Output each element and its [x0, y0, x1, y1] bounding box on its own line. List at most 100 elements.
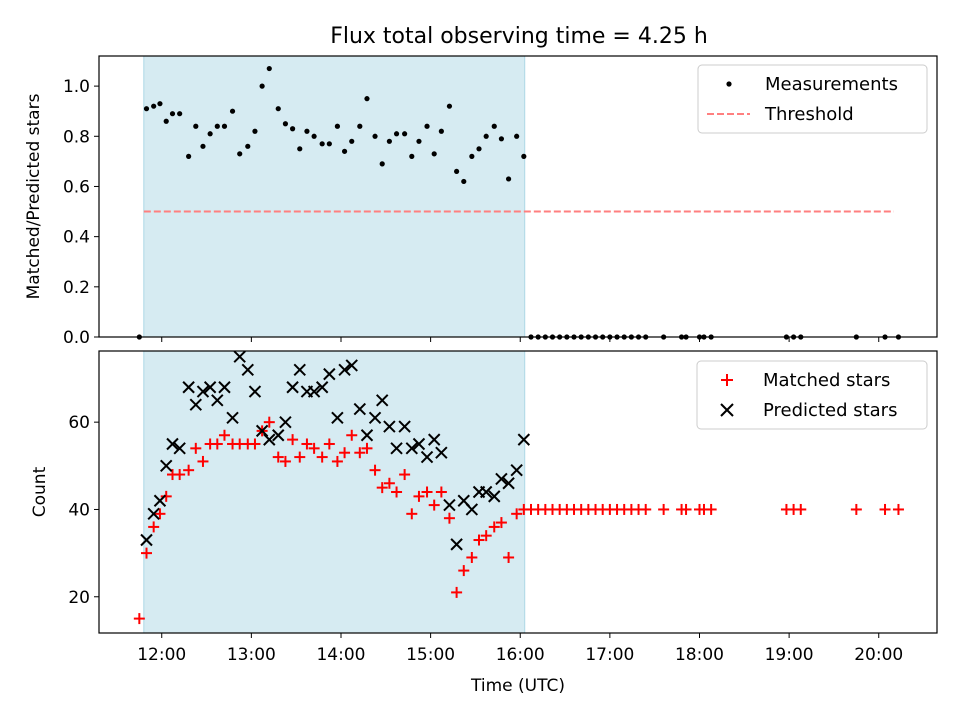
predicted-star-point	[233, 350, 246, 363]
bottom-x-tick-label: 19:00	[765, 645, 814, 665]
matched-star-point	[361, 442, 373, 454]
matched-star-point	[272, 451, 284, 463]
bottom-y-tick-label: 60	[68, 413, 90, 433]
top-y-tick-label: 0.6	[63, 177, 90, 197]
measurement-point	[431, 151, 437, 157]
matched-star-point	[466, 551, 478, 563]
measurement-point	[438, 128, 444, 134]
predicted-star-point	[307, 385, 321, 398]
predicted-star-point	[279, 415, 292, 429]
measurement-point	[379, 161, 385, 167]
predicted-star-point	[286, 381, 299, 394]
predicted-star-point	[398, 420, 411, 433]
legend-predicted-label: Predicted stars	[763, 400, 897, 421]
matched-star-point	[354, 447, 366, 459]
matched-star-point	[443, 512, 455, 524]
measurement-point	[491, 123, 497, 129]
predicted-star-point	[272, 429, 285, 442]
matched-star-point	[451, 586, 463, 598]
predicted-star-point	[211, 394, 224, 407]
legend-measurements-label: Measurements	[765, 74, 898, 95]
matched-star-point	[316, 451, 328, 463]
matched-star-point	[399, 469, 411, 481]
measurement-point	[157, 101, 163, 107]
matched-star-point	[383, 477, 395, 489]
bottom-x-tick-label: 15:00	[406, 645, 455, 665]
bottom-y-axis-label: Count	[30, 466, 50, 517]
matched-star-point	[658, 503, 670, 515]
predicted-star-point	[203, 381, 217, 394]
measurement-point	[169, 111, 176, 117]
top-y-tick-label: 0.8	[63, 127, 90, 147]
predicted-star-point	[189, 398, 203, 411]
matched-star-point	[428, 499, 440, 511]
measurement-point	[143, 106, 150, 112]
matched-star-point	[369, 464, 381, 476]
legend-matched-marker	[721, 374, 733, 386]
predicted-star-point	[182, 381, 195, 394]
matched-star-point	[511, 508, 523, 520]
predicted-star-point	[420, 450, 434, 464]
predicted-star-point	[368, 411, 382, 424]
predicted-star-point	[173, 442, 186, 455]
predicted-star-point	[248, 385, 262, 398]
predicted-star-point	[479, 485, 493, 499]
matched-star-point	[850, 503, 862, 515]
measurement-point	[386, 138, 392, 144]
measurement-point	[186, 153, 192, 159]
matched-star-point	[503, 551, 515, 563]
bottom-x-tick-label: 20:00	[854, 645, 903, 665]
predicted-star-point	[218, 381, 231, 394]
measurement-point	[349, 138, 355, 144]
predicted-star-point	[293, 363, 306, 376]
top-legend: Measurements Threshold	[697, 64, 928, 134]
measurement-point	[483, 133, 489, 139]
bottom-y-tick-label: 20	[68, 588, 90, 608]
top-observing-span	[143, 55, 526, 338]
predicted-star-point	[412, 437, 426, 451]
matched-star-point	[133, 613, 145, 625]
matched-star-point	[705, 503, 717, 515]
measurement-point	[221, 123, 228, 129]
top-series-measurements	[136, 65, 902, 340]
measurement-point	[207, 131, 213, 137]
matched-star-point	[294, 451, 306, 463]
bottom-x-tick-label: 14:00	[316, 645, 365, 665]
bottom-axes-frame	[98, 350, 938, 634]
top-plot-area: 0.0 0.2 0.4 0.6 0.8 1.0	[63, 55, 938, 348]
matched-star-point	[795, 503, 807, 515]
measurement-point	[364, 96, 370, 102]
bottom-series-matched-stars	[133, 416, 904, 625]
measurement-point	[469, 153, 475, 159]
bottom-x-tick-label: 18:00	[675, 645, 724, 665]
measurement-point	[326, 141, 332, 147]
measurement-point	[393, 131, 400, 137]
predicted-star-point	[517, 433, 531, 446]
measurement-point	[341, 148, 348, 154]
predicted-star-point	[196, 385, 210, 398]
predicted-star-point	[147, 507, 160, 521]
predicted-star-point	[315, 381, 329, 394]
matched-star-point	[287, 434, 299, 446]
measurement-point	[282, 121, 289, 127]
predicted-star-point	[435, 446, 448, 459]
measurement-point	[275, 106, 281, 112]
measurement-point	[245, 143, 251, 149]
predicted-star-point	[502, 477, 515, 490]
predicted-star-point	[405, 442, 419, 455]
matched-star-point	[391, 486, 403, 498]
matched-star-point	[279, 455, 291, 467]
bottom-series-predicted-stars	[140, 350, 531, 551]
predicted-star-point	[383, 420, 396, 433]
measurement-point	[177, 111, 183, 117]
matched-star-point	[488, 521, 500, 533]
top-y-axis-label: Matched/Predicted stars	[24, 93, 44, 299]
matched-star-point	[376, 482, 388, 494]
measurement-point	[229, 108, 236, 114]
matched-star-point	[154, 508, 166, 520]
matched-star-point	[249, 438, 261, 450]
measurement-point	[297, 146, 303, 152]
predicted-star-point	[160, 459, 173, 473]
predicted-star-point	[140, 533, 153, 547]
matched-star-point	[263, 416, 275, 428]
